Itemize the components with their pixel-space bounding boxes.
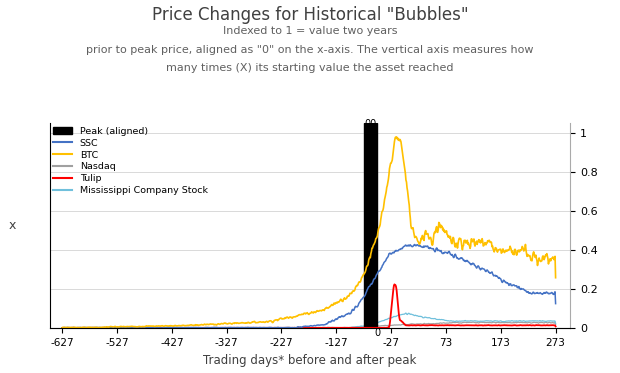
Text: many times (X) its starting value the asset reached: many times (X) its starting value the as…	[166, 63, 454, 73]
Text: x: x	[9, 219, 16, 232]
Text: Indexed to 1 = value two years: Indexed to 1 = value two years	[223, 26, 397, 36]
Legend: Peak (aligned), SSC, BTC, Nasdaq, Tulip, Mississippi Company Stock: Peak (aligned), SSC, BTC, Nasdaq, Tulip,…	[50, 123, 211, 199]
Text: 0: 0	[374, 328, 381, 338]
Text: 00: 00	[365, 119, 377, 129]
Bar	[364, 123, 378, 328]
X-axis label: Trading days* before and after peak: Trading days* before and after peak	[203, 354, 417, 367]
Text: prior to peak price, aligned as "0" on the x-axis. The vertical axis measures ho: prior to peak price, aligned as "0" on t…	[86, 45, 534, 55]
Text: Price Changes for Historical "Bubbles": Price Changes for Historical "Bubbles"	[152, 6, 468, 23]
